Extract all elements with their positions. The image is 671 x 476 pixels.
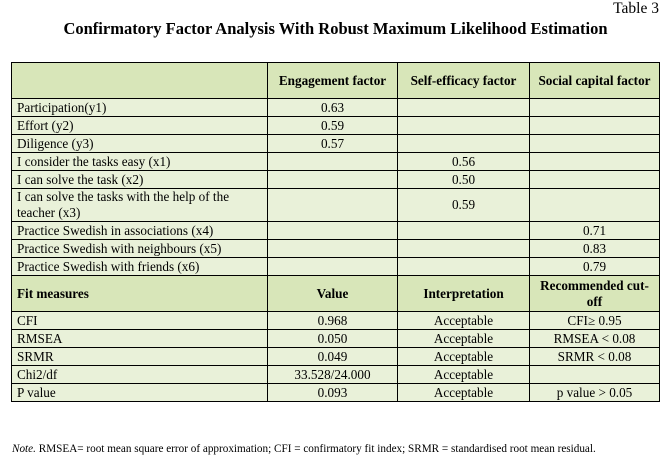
self-efficacy-value: 0.56	[397, 152, 530, 171]
table-row: I can solve the task (x2) 0.50	[11, 170, 660, 189]
social-capital-value	[529, 152, 660, 171]
engagement-value: 0.59	[267, 116, 398, 135]
note-text: RMSEA= root mean square error of approxi…	[35, 443, 596, 455]
table-row: Chi2/df 33.528/24.000 Acceptable	[11, 365, 660, 384]
table-note: Note. RMSEA= root mean square error of a…	[12, 442, 662, 457]
engagement-value: 0.63	[267, 98, 398, 117]
header-social-capital: Social capital factor	[529, 62, 660, 99]
engagement-value	[267, 170, 398, 189]
fit-measure: SRMR	[11, 347, 268, 366]
fit-value: 0.050	[267, 329, 398, 348]
item-label: I can solve the task (x2)	[11, 170, 268, 189]
social-capital-value	[529, 98, 660, 117]
fit-interpretation: Acceptable	[397, 347, 530, 366]
table-row: Practice Swedish with neighbours (x5) 0.…	[11, 239, 660, 258]
item-label: Effort (y2)	[11, 116, 268, 135]
fit-measure: CFI	[11, 311, 268, 330]
fit-interpretation: Acceptable	[397, 329, 530, 348]
header-engagement: Engagement factor	[267, 62, 398, 99]
social-capital-value	[529, 116, 660, 135]
self-efficacy-value	[397, 98, 530, 117]
loadings-body: Participation(y1) 0.63 Effort (y2) 0.59 …	[11, 98, 660, 402]
table-number: Table 3	[613, 0, 659, 17]
table-row: Effort (y2) 0.59	[11, 116, 660, 135]
fit-cutoff	[529, 365, 660, 384]
social-capital-value: 0.71	[529, 221, 660, 240]
self-efficacy-value	[397, 221, 530, 240]
table-row: CFI 0.968 Acceptable CFI≥ 0.95	[11, 311, 660, 330]
cfa-table: Engagement factor Self-efficacy factor S…	[11, 62, 660, 402]
table-row: SRMR 0.049 Acceptable SRMR < 0.08	[11, 347, 660, 366]
social-capital-value	[529, 170, 660, 189]
fit-measure: RMSEA	[11, 329, 268, 348]
fit-cutoff: CFI≥ 0.95	[529, 311, 660, 330]
fit-measure: Chi2/df	[11, 365, 268, 384]
table-row: Practice Swedish with friends (x6) 0.79	[11, 257, 660, 276]
self-efficacy-value	[397, 134, 530, 153]
engagement-value	[267, 257, 398, 276]
table-row: Diligence (y3) 0.57	[11, 134, 660, 153]
fit-value: 0.093	[267, 383, 398, 402]
engagement-value	[267, 188, 398, 222]
engagement-value: 0.57	[267, 134, 398, 153]
interpretation-header: Interpretation	[397, 275, 530, 312]
fit-cutoff: RMSEA < 0.08	[529, 329, 660, 348]
fit-measure: P value	[11, 383, 268, 402]
self-efficacy-value	[397, 257, 530, 276]
header-empty	[11, 62, 268, 99]
table-row: RMSEA 0.050 Acceptable RMSEA < 0.08	[11, 329, 660, 348]
item-label: I consider the tasks easy (x1)	[11, 152, 268, 171]
fit-interpretation: Acceptable	[397, 311, 530, 330]
self-efficacy-value	[397, 239, 530, 258]
item-label: Practice Swedish with friends (x6)	[11, 257, 268, 276]
fit-value: 0.049	[267, 347, 398, 366]
fit-measures-header: Fit measures	[11, 275, 268, 312]
social-capital-value	[529, 188, 660, 222]
table-row: I consider the tasks easy (x1) 0.56	[11, 152, 660, 171]
header-self-efficacy: Self-efficacy factor	[397, 62, 530, 99]
table-row: Participation(y1) 0.63	[11, 98, 660, 117]
fit-cutoff: p value > 0.05	[529, 383, 660, 402]
fit-interpretation: Acceptable	[397, 383, 530, 402]
engagement-value	[267, 239, 398, 258]
item-label: Diligence (y3)	[11, 134, 268, 153]
social-capital-value	[529, 134, 660, 153]
fit-cutoff: SRMR < 0.08	[529, 347, 660, 366]
self-efficacy-value: 0.50	[397, 170, 530, 189]
table-title: Confirmatory Factor Analysis With Robust…	[63, 19, 608, 38]
engagement-value	[267, 221, 398, 240]
table-row: P value 0.093 Acceptable p value > 0.05	[11, 383, 660, 402]
item-label: Practice Swedish in associations (x4)	[11, 221, 268, 240]
item-label: I can solve the tasks with the help of t…	[11, 188, 268, 222]
self-efficacy-value: 0.59	[397, 188, 530, 222]
note-label: Note.	[12, 443, 36, 455]
table-row: I can solve the tasks with the help of t…	[11, 188, 660, 222]
self-efficacy-value	[397, 116, 530, 135]
cutoff-header: Recommended cut-off	[529, 275, 660, 312]
engagement-value	[267, 152, 398, 171]
fit-value: 0.968	[267, 311, 398, 330]
item-label: Practice Swedish with neighbours (x5)	[11, 239, 268, 258]
table-row: Practice Swedish in associations (x4) 0.…	[11, 221, 660, 240]
fit-value: 33.528/24.000	[267, 365, 398, 384]
fit-interpretation: Acceptable	[397, 365, 530, 384]
fit-header-row: Fit measures Value Interpretation Recomm…	[11, 275, 660, 312]
social-capital-value: 0.83	[529, 239, 660, 258]
value-header: Value	[267, 275, 398, 312]
item-label: Participation(y1)	[11, 98, 268, 117]
social-capital-value: 0.79	[529, 257, 660, 276]
